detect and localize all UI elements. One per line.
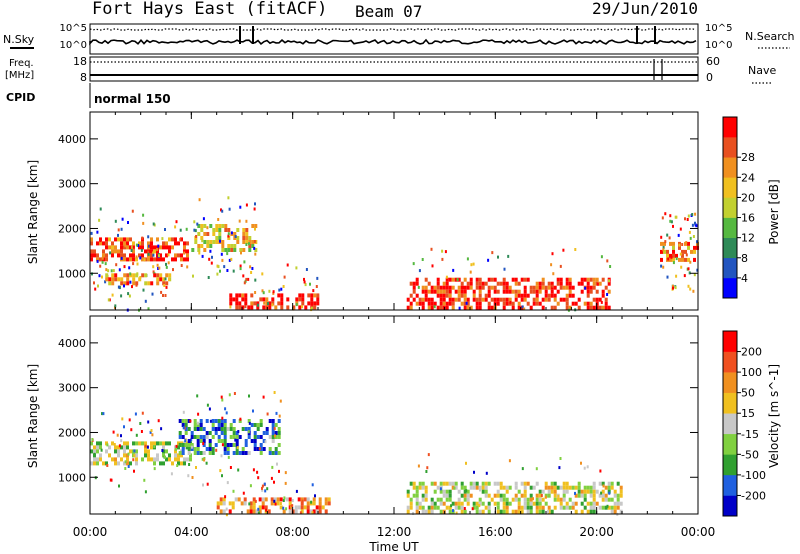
velocity-panel: 1000 2000 3000 4000 Slant Range [km] 200 100… xyxy=(26,112,781,554)
ytick-label: 2000 xyxy=(58,426,86,439)
freq-unit-label: [MHz] xyxy=(5,70,34,81)
ytick-label: 1000 xyxy=(58,471,86,484)
xtick-label: 00:00 xyxy=(73,525,108,539)
scatter-region-3 xyxy=(216,468,331,517)
station-title: Fort Hays East (fitACF) xyxy=(92,0,327,19)
colorbar-segment xyxy=(723,117,737,138)
colorbar-tick-label: 15 xyxy=(741,407,755,420)
power-panel: 1000 2000 3000 4000 Slant Range [km] 4 8 12 16… xyxy=(26,111,781,312)
colorbar-tick-label: -100 xyxy=(741,469,766,482)
colorbar-segment xyxy=(723,277,737,299)
power-colorbar-label: Power [dB] xyxy=(767,179,781,244)
scatter-region-2 xyxy=(191,196,258,283)
freq-tick-top: 18 xyxy=(73,55,87,68)
ytick-label: 4000 xyxy=(58,337,86,350)
velocity-colorbar-label: Velocity [m s^-1] xyxy=(767,364,781,468)
ytick-label: 1000 xyxy=(58,267,86,280)
scatter-region-0 xyxy=(90,207,189,291)
nsearch-label: N.Search xyxy=(745,30,795,43)
velocity-ylabel: Slant Range [km] xyxy=(26,364,40,468)
ytick-label: 4000 xyxy=(58,133,86,146)
colorbar-segment xyxy=(723,454,737,476)
xtick-label: 12:00 xyxy=(377,525,412,539)
ytick-label: 3000 xyxy=(58,178,86,191)
scatter-region-1 xyxy=(105,243,172,312)
colorbar-segment xyxy=(723,257,737,279)
colorbar-tick-label: 4 xyxy=(741,272,748,285)
date-label: 29/Jun/2010 xyxy=(592,0,698,18)
nsearch-tick-bottom: 10^0 xyxy=(705,40,732,51)
scatter-region-0 xyxy=(90,411,193,494)
colorbar-segment xyxy=(723,351,737,373)
xtick-label: 00:00 xyxy=(681,525,716,539)
nsky-label: N.Sky xyxy=(3,33,35,46)
xtick-label: 08:00 xyxy=(275,525,310,539)
cpid-label: CPID xyxy=(6,91,35,104)
colorbar-segment xyxy=(723,217,737,238)
colorbar-segment xyxy=(723,331,737,352)
freq-label: Freq. xyxy=(9,58,34,69)
nsky-panel: N.Sky 10^5 10^0 10^5 10^0 N.Search xyxy=(3,23,795,55)
colorbar-segment xyxy=(723,137,737,158)
nsky-tick-top: 10^5 xyxy=(60,23,87,34)
colorbar-segment xyxy=(723,237,737,259)
freq-tick-bottom: 8 xyxy=(80,71,87,84)
ytick-label: 2000 xyxy=(58,222,86,235)
colorbar-tick-label: 8 xyxy=(741,252,748,265)
colorbar-segment xyxy=(723,177,737,198)
nsearch-tick-top: 10^5 xyxy=(705,23,732,34)
xtick-label: 16:00 xyxy=(478,525,513,539)
colorbar-tick-label: 28 xyxy=(741,151,755,164)
power-ylabel: Slant Range [km] xyxy=(26,160,40,264)
scatter-region-4 xyxy=(406,247,612,312)
colorbar-tick-label: -15 xyxy=(741,428,759,441)
colorbar-tick-label: -200 xyxy=(741,489,766,502)
nave-tick-bottom: 0 xyxy=(706,71,713,84)
scatter-region-2 xyxy=(406,453,623,516)
nave-tick-top: 60 xyxy=(706,55,720,68)
colorbar-segment xyxy=(723,474,737,496)
colorbar-tick-label: 16 xyxy=(741,212,755,225)
colorbar-tick-label: 100 xyxy=(741,366,762,379)
scatter-region-3 xyxy=(229,263,320,312)
beam-label: Beam 07 xyxy=(355,2,422,21)
colorbar-tick-label: 200 xyxy=(741,346,762,359)
xtick-label: 20:00 xyxy=(579,525,614,539)
colorbar-segment xyxy=(723,413,737,435)
colorbar-tick-label: 24 xyxy=(741,171,755,184)
colorbar-tick-label: -50 xyxy=(741,448,759,461)
colorbar-segment xyxy=(723,392,737,414)
colorbar-tick-label: 50 xyxy=(741,387,755,400)
nave-label: Nave xyxy=(748,64,776,77)
colorbar-segment xyxy=(723,495,737,517)
colorbar-tick-label: 12 xyxy=(741,232,755,245)
freq-panel: Freq. [MHz] 18 8 60 0 Nave xyxy=(5,55,776,84)
nsky-tick-bottom: 10^0 xyxy=(60,40,87,51)
ytick-label: 3000 xyxy=(58,382,86,395)
time-axis-label: Time UT xyxy=(368,540,419,554)
cpid-value: normal 150 xyxy=(94,92,171,106)
scatter-region-1 xyxy=(178,391,282,488)
colorbar-segment xyxy=(723,433,737,455)
colorbar-tick-label: 20 xyxy=(741,191,755,204)
colorbar-segment xyxy=(723,157,737,178)
colorbar-segment xyxy=(723,372,737,393)
scatter-region-5 xyxy=(660,212,699,293)
colorbar-segment xyxy=(723,197,737,218)
xtick-label: 04:00 xyxy=(174,525,209,539)
